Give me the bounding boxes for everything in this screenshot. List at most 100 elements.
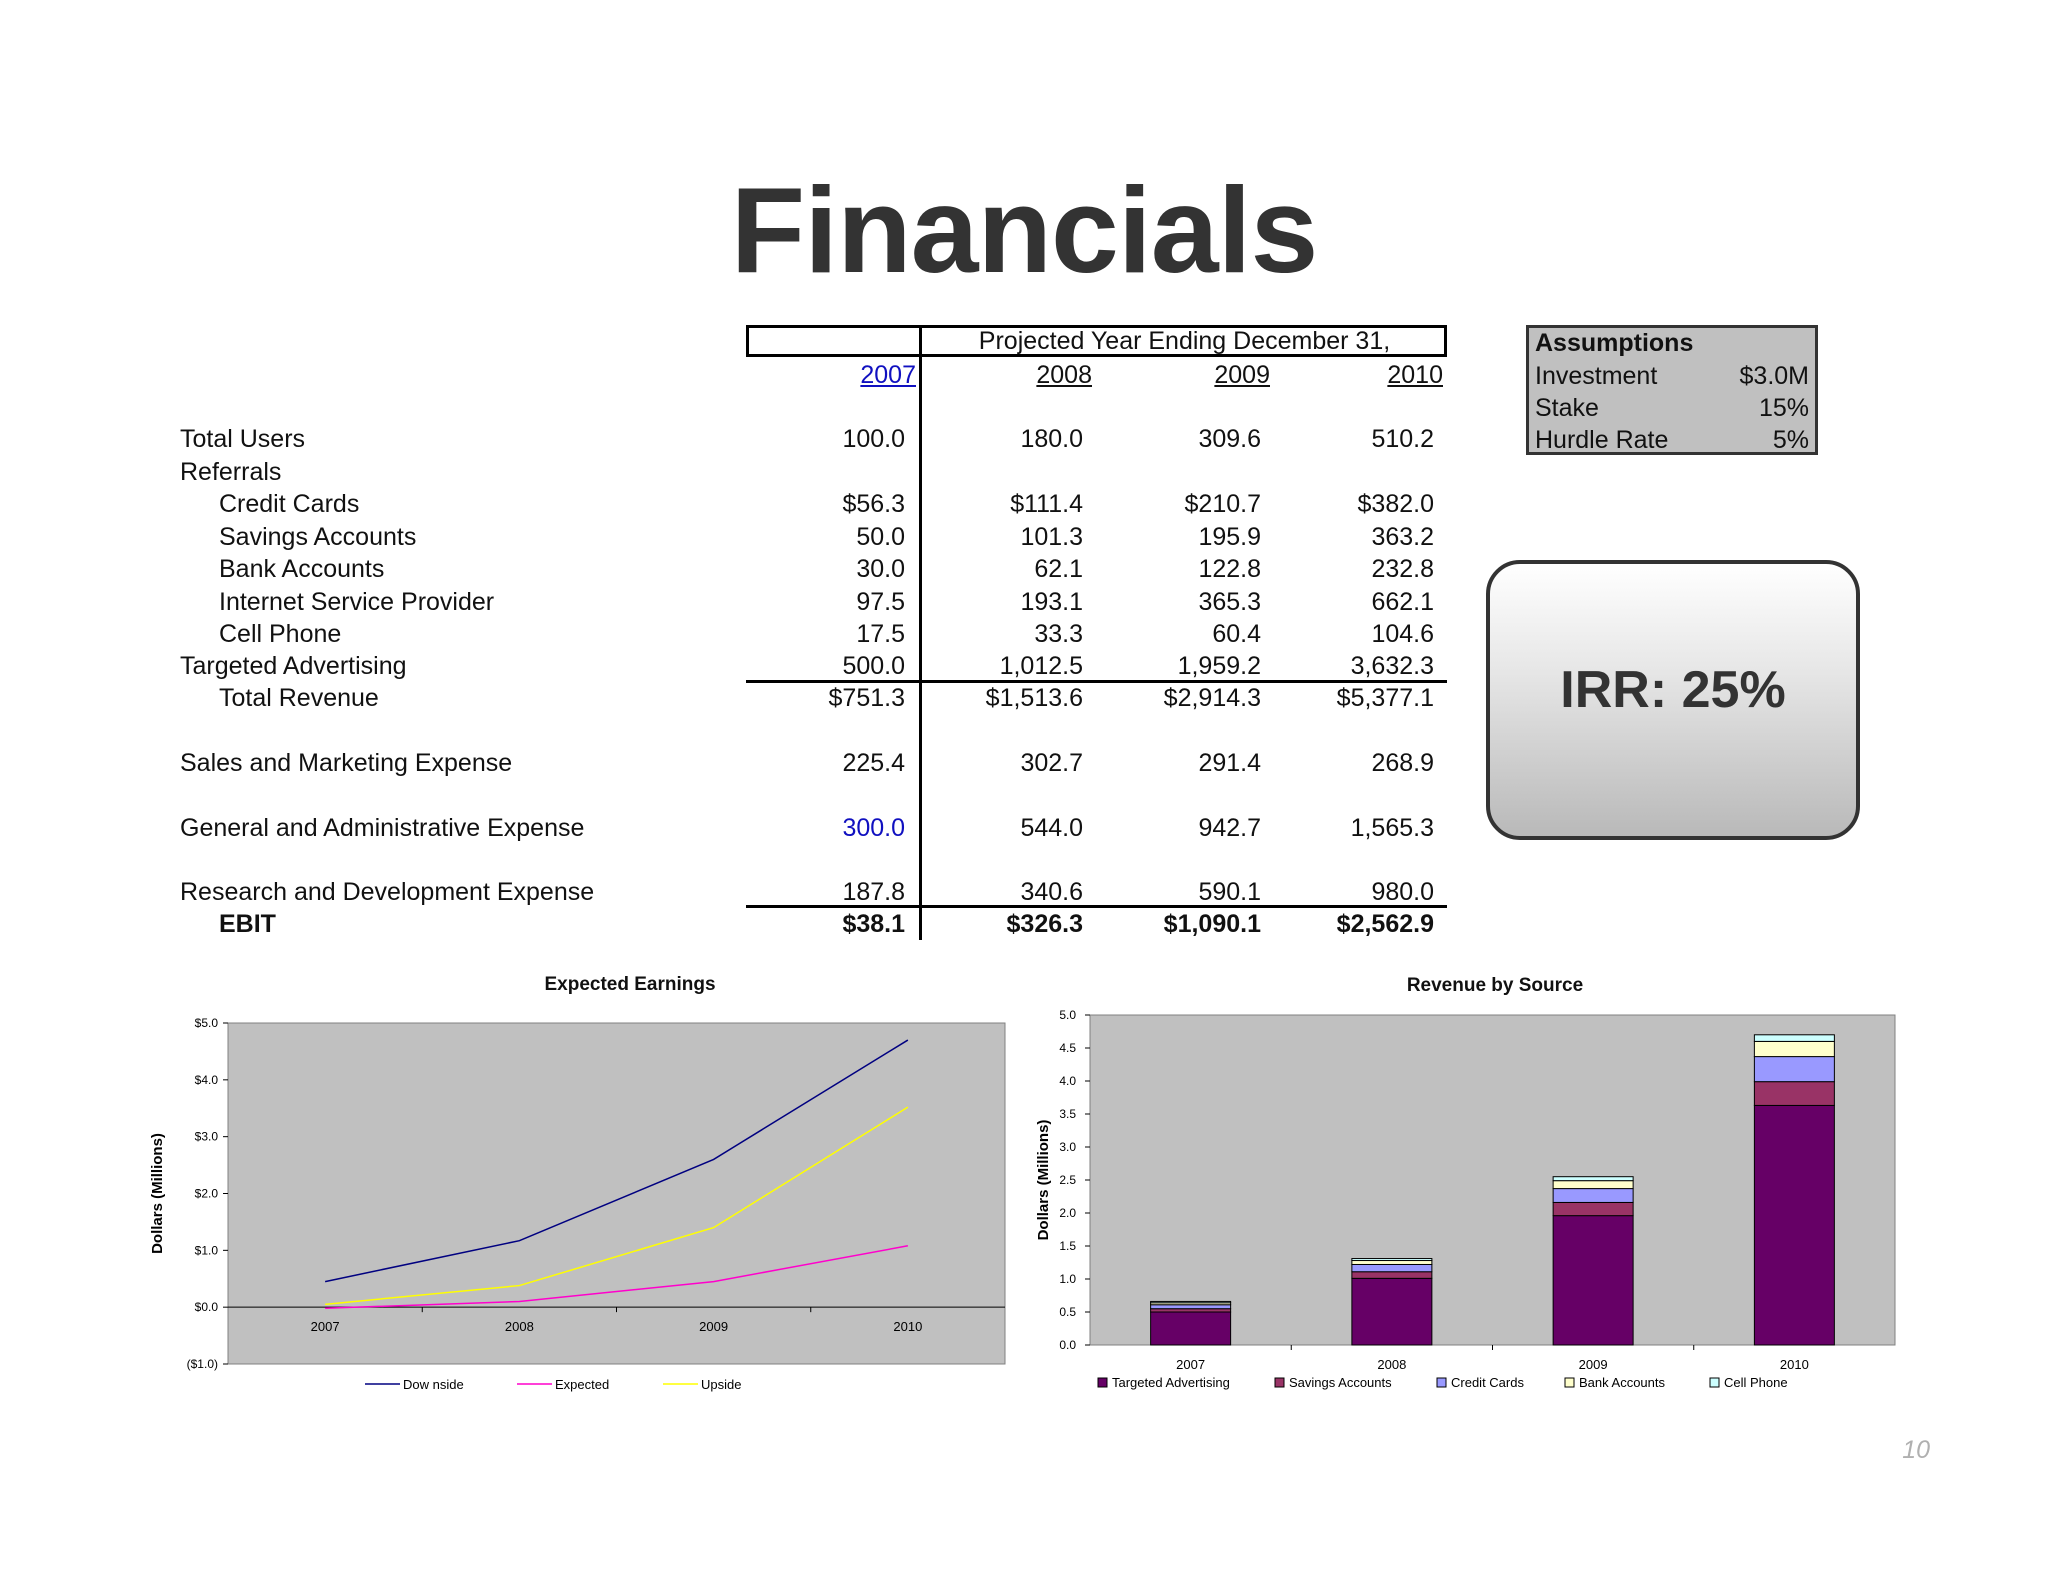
table-cell: 510.2 — [1371, 425, 1434, 453]
y-tick-label: 3.5 — [1059, 1107, 1076, 1121]
financial-table: Projected Year Ending December 31, 2007 … — [180, 325, 1447, 940]
page-number: 10 — [1902, 1436, 1930, 1464]
table-cell: 300.0 — [842, 814, 905, 842]
table-cell: 309.6 — [1198, 425, 1261, 453]
table-cell: $1,513.6 — [985, 684, 1083, 712]
irr-label: IRR: 25% — [1560, 661, 1786, 719]
legend-label: Targeted Advertising — [1112, 1375, 1230, 1390]
assumption-value: 15% — [1758, 394, 1809, 422]
irr-callout: IRR: 25% — [1486, 560, 1860, 840]
bar-segment — [1753, 1056, 1835, 1083]
table-cell: $1,090.1 — [1163, 910, 1261, 938]
x-tick-label: 2009 — [699, 1319, 728, 1334]
bar-segment — [1552, 1188, 1634, 1203]
x-tick-label: 2008 — [505, 1319, 534, 1334]
legend-swatch — [1097, 1377, 1108, 1388]
bar-segment — [1351, 1263, 1433, 1273]
table-divider — [919, 357, 922, 940]
table-cell: 268.9 — [1371, 749, 1434, 777]
table-cell: 363.2 — [1371, 523, 1434, 551]
table-cell: $210.7 — [1184, 490, 1261, 518]
row-label: Credit Cards — [219, 490, 360, 518]
table-cell: 1,565.3 — [1350, 814, 1434, 842]
y-tick-label: $2.0 — [195, 1187, 219, 1201]
y-tick-label: 2.0 — [1059, 1206, 1076, 1220]
legend-label: Savings Accounts — [1289, 1375, 1392, 1390]
table-cell: 30.0 — [856, 555, 905, 583]
table-cell: 291.4 — [1198, 749, 1261, 777]
table-divider — [919, 325, 922, 357]
table-cell: 101.3 — [1020, 523, 1083, 551]
row-label: Sales and Marketing Expense — [180, 749, 513, 777]
y-tick-label: $3.0 — [195, 1130, 219, 1144]
series-line — [325, 1245, 909, 1310]
table-cell: 225.4 — [842, 749, 905, 777]
expected-earnings-chart: ($1.0) $0.0 $1.0 $2.0 $3.0 $4.0 $5.0 2007 2008 20… — [149, 1016, 1006, 1392]
assumption-label: Hurdle Rate — [1535, 426, 1669, 454]
assumption-value: 5% — [1772, 426, 1809, 454]
revenue-by-source-chart: 0.0 0.5 1.0 1.5 2.0 2.5 3.0 3.5 4.0 4.5 5.0 Dollars… — [1035, 1008, 1896, 1390]
table-cell: 590.1 — [1198, 878, 1261, 906]
legend-swatch — [1274, 1377, 1285, 1388]
bar-segment — [1351, 1271, 1433, 1279]
row-label-ebit: EBIT — [219, 910, 276, 938]
chart-title-expected-earnings: Expected Earnings — [544, 974, 716, 995]
year-header-2007[interactable]: 2007 — [860, 361, 916, 389]
bar-segment — [1351, 1258, 1433, 1262]
table-cell: 500.0 — [842, 652, 905, 680]
y-tick-label: ($1.0) — [187, 1357, 218, 1371]
y-tick-label: 2.5 — [1059, 1173, 1076, 1187]
bar-segment — [1753, 1040, 1835, 1058]
table-cell: 17.5 — [856, 620, 905, 648]
table-cell: 97.5 — [856, 588, 905, 616]
y-tick-label: $0.0 — [195, 1300, 219, 1314]
year-header-2010: 2010 — [1387, 361, 1443, 389]
assumption-label: Investment — [1535, 362, 1658, 390]
table-rule — [746, 680, 1447, 683]
bar-segment — [1753, 1034, 1835, 1042]
y-tick-label: $1.0 — [195, 1243, 219, 1257]
table-cell: 340.6 — [1020, 878, 1083, 906]
table-header-label: Projected Year Ending December 31, — [978, 327, 1391, 355]
table-cell: 122.8 — [1198, 555, 1261, 583]
row-label: Internet Service Provider — [219, 588, 495, 616]
table-cell: $111.4 — [1010, 490, 1083, 518]
bar-segment — [1753, 1081, 1835, 1106]
table-cell: 3,632.3 — [1350, 652, 1434, 680]
table-cell: 195.9 — [1198, 523, 1261, 551]
bar-segment — [1552, 1201, 1634, 1217]
table-cell: 232.8 — [1371, 555, 1434, 583]
legend-label: Bank Accounts — [1579, 1375, 1665, 1390]
row-label: Referrals — [180, 458, 282, 486]
y-tick-label: 1.0 — [1059, 1272, 1076, 1286]
x-tick-label: 2010 — [1780, 1357, 1809, 1372]
y-tick-label: 4.5 — [1059, 1041, 1076, 1055]
series-line — [325, 1106, 909, 1306]
bar-segment — [1150, 1311, 1232, 1346]
table-cell: 187.8 — [842, 878, 905, 906]
plot-area — [227, 1022, 1006, 1365]
y-axis-label: Dollars (Millions) — [1035, 1120, 1052, 1241]
table-rule — [746, 905, 1447, 908]
assumption-label: Stake — [1535, 394, 1599, 422]
bar-segment — [1351, 1277, 1433, 1346]
x-tick-label: 2007 — [1176, 1357, 1205, 1372]
bar-segment — [1552, 1180, 1634, 1190]
y-axis-label: Dollars (Millions) — [149, 1133, 166, 1254]
legend-swatch — [1436, 1377, 1447, 1388]
row-label: General and Administrative Expense — [180, 814, 585, 842]
legend-swatch — [1709, 1377, 1720, 1388]
row-label: Targeted Advertising — [180, 652, 407, 680]
row-label: Research and Development Expense — [180, 878, 595, 906]
y-tick-label: 3.0 — [1059, 1140, 1076, 1154]
assumptions-heading: Assumptions — [1535, 329, 1694, 357]
table-cell: $38.1 — [842, 910, 905, 938]
x-tick-label: 2008 — [1377, 1357, 1406, 1372]
y-tick-label: $4.0 — [195, 1073, 219, 1087]
assumption-value: $3.0M — [1739, 362, 1809, 390]
bar-segment — [1351, 1260, 1433, 1265]
bar-segment — [1552, 1176, 1634, 1182]
table-cell: $751.3 — [828, 684, 905, 712]
table-cell: 980.0 — [1371, 878, 1434, 906]
table-cell: 193.1 — [1020, 588, 1083, 616]
